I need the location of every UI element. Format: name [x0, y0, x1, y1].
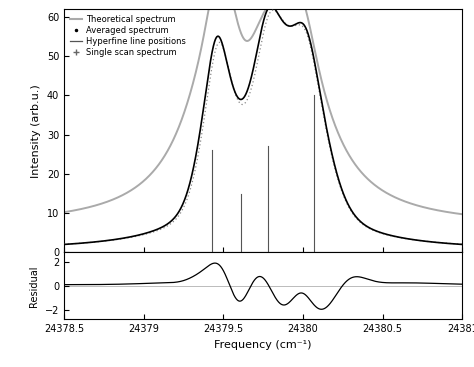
- Y-axis label: Intensity (arb.u.): Intensity (arb.u.): [31, 84, 41, 178]
- X-axis label: Frequency (cm⁻¹): Frequency (cm⁻¹): [214, 340, 312, 350]
- Y-axis label: Residual: Residual: [29, 265, 39, 306]
- Legend: Theoretical spectrum, Averaged spectrum, Hyperfine line positions, Single scan s: Theoretical spectrum, Averaged spectrum,…: [68, 13, 187, 59]
